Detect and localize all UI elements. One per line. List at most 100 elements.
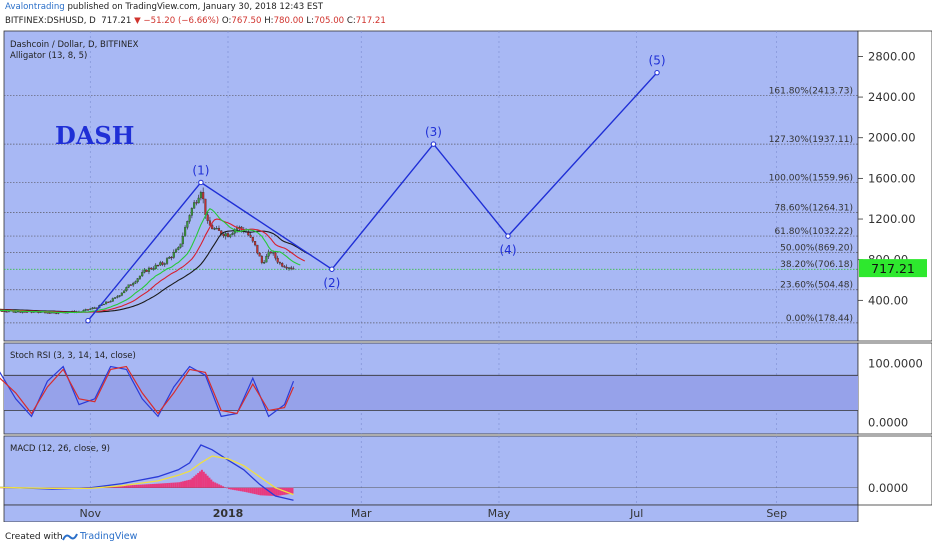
wave-label: (5) xyxy=(649,54,666,68)
macd-histogram-bar xyxy=(117,485,120,488)
candle-body xyxy=(190,208,193,216)
candle-body xyxy=(197,197,200,204)
candle-body xyxy=(254,241,257,246)
candle-body xyxy=(3,310,6,313)
macd-histogram-bar xyxy=(193,476,196,488)
candle-body xyxy=(48,312,51,314)
tradingview-brand-link[interactable]: TradingView xyxy=(80,531,138,542)
stoch-band-fill xyxy=(4,375,858,411)
time-axis[interactable] xyxy=(3,504,859,523)
macd-histogram-bar xyxy=(228,487,230,490)
candle-body xyxy=(116,296,119,298)
candle-body xyxy=(251,236,254,242)
candle-body xyxy=(181,236,184,245)
macd-pane-price-axis[interactable] xyxy=(857,435,932,506)
stoch-rsi-pane-price-axis[interactable] xyxy=(857,342,932,435)
candle-body xyxy=(285,266,288,269)
fib-level-label: 61.80%(1032.22) xyxy=(774,227,853,237)
macd-histogram-bar xyxy=(229,487,232,490)
macd-histogram-bar xyxy=(149,484,152,488)
macd-pane[interactable] xyxy=(3,435,859,506)
candle-body xyxy=(231,233,234,235)
macd-histogram-bar xyxy=(237,487,240,491)
candle-body xyxy=(208,220,211,226)
candle-body xyxy=(168,256,171,259)
candle-body xyxy=(247,231,250,236)
candle-body xyxy=(217,228,221,231)
candle-body xyxy=(195,202,198,204)
candle-body xyxy=(138,275,141,279)
fib-level-label: 23.60%(504.48) xyxy=(780,281,853,291)
candle-body xyxy=(136,278,139,282)
fib-level-label: 100.00%(1559.96) xyxy=(769,173,853,183)
macd-histogram-bar xyxy=(287,487,290,495)
macd-histogram-bar xyxy=(226,487,229,489)
candle-body xyxy=(91,307,94,310)
author-link[interactable]: Avalontrading xyxy=(5,2,65,12)
macd-histogram-bar xyxy=(235,487,238,491)
macd-histogram-bar xyxy=(129,485,132,488)
last-price-badge xyxy=(859,259,927,278)
time-tick-label: 2018 xyxy=(213,507,244,520)
macd-histogram-bar xyxy=(200,469,203,488)
macd-histogram-bar xyxy=(143,484,146,488)
macd-histogram-bar xyxy=(199,471,202,488)
publish-info: published on TradingView.com, January 30… xyxy=(67,2,324,12)
macd-histogram-bar xyxy=(265,487,268,496)
wave-label: (1) xyxy=(192,163,209,177)
close-value: 717.21 xyxy=(355,16,386,26)
price-tick-label: 1200.00 xyxy=(868,212,916,226)
candle-body xyxy=(211,225,214,230)
wave-point xyxy=(85,317,91,324)
candle-body xyxy=(86,309,90,311)
macd-histogram-bar xyxy=(145,484,148,488)
price-pane-price-axis[interactable] xyxy=(857,30,932,342)
candle-body xyxy=(274,252,277,259)
candle-body xyxy=(84,309,87,311)
time-tick-label: Jul xyxy=(629,507,643,520)
macd-histogram-bar xyxy=(197,473,200,488)
candle-body xyxy=(161,262,164,265)
candle-body xyxy=(154,264,157,269)
candle-body xyxy=(132,283,135,286)
candle-body xyxy=(202,192,205,200)
candle-body xyxy=(109,301,112,303)
macd-tick-label: 0.0000 xyxy=(868,481,908,495)
macd-histogram-bar xyxy=(160,483,163,488)
macd-histogram-bar xyxy=(208,477,211,488)
candle-body xyxy=(233,229,236,234)
macd-histogram-bar xyxy=(168,482,171,488)
macd-histogram-bar xyxy=(281,487,284,496)
macd-histogram-bar xyxy=(178,482,181,488)
price-pane[interactable] xyxy=(3,30,859,342)
price-pane-title: Dashcoin / Dollar, D, BITFINEX xyxy=(10,40,139,50)
alligator-lips-line xyxy=(0,208,301,314)
candle-body xyxy=(150,267,153,270)
macd-histogram-bar xyxy=(291,487,294,494)
macd-histogram-bar xyxy=(133,484,136,488)
candle-body xyxy=(105,301,108,305)
fib-level-label: 0.00%(178.44) xyxy=(786,314,853,324)
candle-body xyxy=(283,266,286,268)
candle-body xyxy=(143,269,146,273)
wave-point xyxy=(654,69,660,76)
macd-histogram-bar xyxy=(289,487,292,494)
high-label: H: xyxy=(264,16,274,26)
down-arrow-icon: ▼ xyxy=(134,16,141,26)
macd-histogram-bar xyxy=(119,485,122,488)
macd-histogram-bar xyxy=(212,481,215,488)
price-tick-label: 2400.00 xyxy=(868,90,916,104)
candle-body xyxy=(159,262,162,266)
price-tick-label: 2000.00 xyxy=(868,131,916,145)
candle-body xyxy=(222,233,225,237)
candle-body xyxy=(114,297,117,299)
fib-level-label: 78.60%(1264.31) xyxy=(774,203,853,213)
macd-histogram-bar xyxy=(247,487,250,493)
macd-histogram-bar xyxy=(210,479,213,488)
macd-histogram-bar xyxy=(131,485,134,488)
macd-histogram-bar xyxy=(253,487,256,495)
symbol-label: BITFINEX:DSHUSD, D xyxy=(5,16,96,26)
candle-body xyxy=(292,268,295,270)
low-value: 705.00 xyxy=(314,16,345,26)
